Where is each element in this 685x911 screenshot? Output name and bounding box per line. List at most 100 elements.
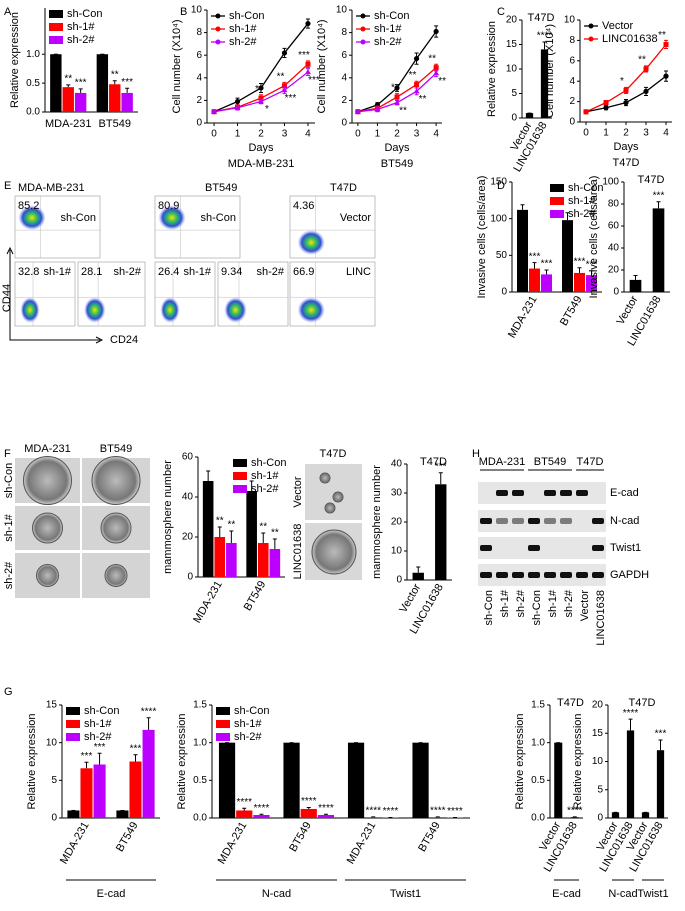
x-tick-label: MDA-231	[345, 820, 379, 866]
flow-percent: 4.36	[293, 200, 314, 212]
legend-swatch	[550, 210, 564, 218]
y-tick-label: 6	[196, 50, 202, 61]
blot-group-label: T47D	[577, 456, 604, 468]
flow-population	[298, 297, 325, 323]
bar	[554, 743, 562, 818]
x-tick-label: BT549	[416, 820, 443, 854]
x-axis-label: Days	[613, 141, 639, 153]
blot-band	[544, 490, 556, 496]
flow-percent: 26.4	[158, 266, 179, 278]
legend-label: sh-Con	[234, 705, 269, 717]
y-tick-label: 10	[506, 64, 518, 75]
blot-band	[592, 518, 604, 524]
bar	[80, 768, 92, 818]
legend-marker	[361, 14, 366, 19]
bar	[236, 810, 252, 818]
image-row-label: LINC01638	[292, 524, 304, 580]
y-tick-label: 0	[187, 572, 193, 583]
legend-label: sh-1#	[374, 23, 402, 35]
bar	[642, 812, 649, 818]
significance: **	[658, 30, 666, 41]
group-label: N-cad	[608, 888, 637, 900]
point	[434, 29, 439, 34]
blot-band	[560, 572, 572, 578]
blot-lane-label: sh-Con	[531, 590, 543, 625]
y-axis-label: Relative expression	[514, 714, 526, 810]
significance: ****	[365, 806, 381, 817]
significance: ***	[435, 461, 447, 472]
blot-band	[560, 490, 572, 496]
panel-label: C	[497, 6, 505, 18]
blot-group-label: BT549	[534, 456, 566, 468]
y-tick-label: 5	[51, 775, 57, 786]
bar	[612, 812, 619, 818]
error-bar	[657, 202, 661, 209]
y-tick-label: 0	[613, 287, 619, 298]
flow-label: sh-1#	[43, 266, 71, 278]
x-tick-label: BT549	[114, 820, 141, 854]
significance: **	[438, 76, 446, 87]
significance: **	[216, 516, 224, 527]
blot-lane-label: sh-Con	[483, 590, 495, 625]
y-tick-label: 0.0	[26, 107, 40, 118]
y-tick-label: 60	[182, 452, 194, 463]
point	[305, 69, 311, 74]
significance: ***	[574, 256, 586, 267]
y-tick-label: 20	[182, 532, 194, 543]
x-tick-label: BT549	[287, 820, 314, 854]
significance: ****	[254, 803, 270, 814]
blot-lane-label: sh-2#	[515, 589, 527, 617]
y-tick-label: 0	[569, 117, 575, 128]
error-bar	[659, 740, 663, 750]
y-tick-label: 4	[341, 72, 347, 83]
bar	[67, 810, 79, 818]
y-axis-label: mammosphere number	[162, 460, 174, 574]
legend-label: sh-Con	[251, 457, 286, 469]
legend-label: sh-1#	[67, 21, 95, 33]
flow-percent: 85.2	[18, 200, 39, 212]
legend-marker	[589, 24, 594, 29]
legend-label: sh-2#	[229, 36, 257, 48]
x-tick-label: MDA-231	[58, 820, 92, 866]
legend-swatch	[66, 720, 80, 728]
y-tick-label: 0.5	[531, 775, 545, 786]
significance: ***	[121, 77, 133, 88]
legend-swatch	[233, 459, 247, 467]
mammosphere	[105, 565, 127, 587]
point	[434, 65, 439, 70]
bar	[203, 481, 214, 577]
point	[643, 89, 648, 94]
x-tick-label: 4	[663, 128, 669, 139]
flow-percent: 80.9	[158, 200, 179, 212]
x-tick-label: 2	[623, 128, 629, 139]
image-row-label: Vector	[292, 476, 304, 508]
blot-band	[496, 518, 508, 524]
point	[395, 95, 400, 100]
significance: ****	[623, 708, 639, 719]
significance: **	[277, 71, 285, 82]
blot-strip	[478, 537, 606, 559]
significance: *	[255, 84, 259, 95]
y-tick-label: 20	[391, 517, 403, 528]
significance: ****	[301, 796, 317, 807]
y-tick-label: 0.0	[193, 813, 207, 824]
y-tick-label: 0	[396, 575, 402, 586]
significance: ***	[529, 251, 541, 262]
blot-band	[496, 490, 508, 496]
error-bar	[206, 471, 210, 481]
line	[358, 73, 436, 111]
y-axis-label: Invasive cells (cells/area)	[476, 176, 488, 299]
x-tick-label: 4	[433, 129, 439, 140]
legend-marker	[589, 37, 594, 42]
panel-label: F	[4, 448, 11, 460]
significance: ****	[430, 806, 446, 817]
legend-label: sh-1#	[251, 470, 279, 482]
y-tick-label: 0.0	[531, 813, 545, 824]
blot-band	[528, 518, 540, 524]
blot-band	[544, 518, 556, 524]
significance: **	[399, 105, 407, 116]
y-tick-label: 10	[391, 546, 403, 557]
significance: **	[409, 70, 417, 81]
point	[305, 62, 310, 67]
point	[258, 85, 263, 90]
